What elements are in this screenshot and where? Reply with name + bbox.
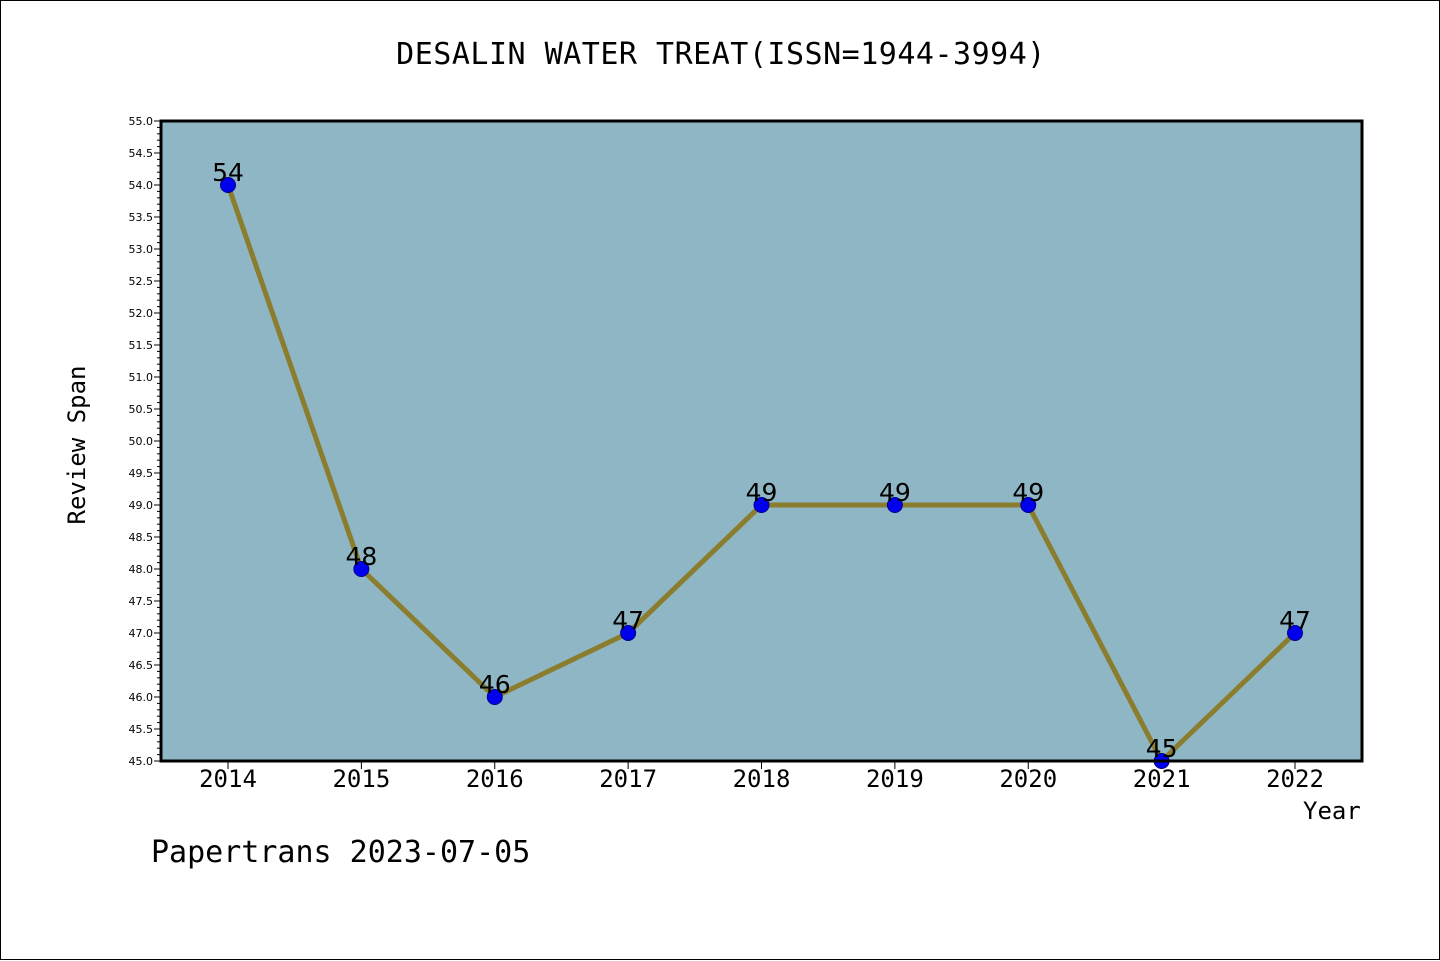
data-point [620,625,637,641]
data-point [220,177,236,193]
data-label: 49 [879,478,911,507]
y-tick-label: 48.0 [129,563,154,576]
data-point [753,497,770,513]
data-point [1287,625,1303,641]
data-point [353,561,370,577]
plot-area [161,121,1362,761]
x-tick-label: 2018 [733,765,791,793]
y-tick-label: 46.0 [129,691,154,704]
x-tick-label: 2020 [999,765,1057,793]
chart-title: DESALIN WATER TREAT(ISSN=1944-3994) [396,37,1046,72]
y-tick-label: 53.0 [129,243,154,256]
y-tick-label: 45.0 [129,755,154,768]
data-label: 47 [612,606,644,635]
data-point [1020,497,1037,513]
x-tick-label: 2022 [1266,765,1324,793]
data-label: 54 [212,158,244,187]
x-tick-label: 2015 [332,765,390,793]
x-tick-label: 2016 [466,765,524,793]
y-tick-label: 47.0 [129,627,154,640]
y-tick-label: 52.0 [129,307,154,320]
y-tick-label: 54.5 [129,147,154,160]
x-tick-label: 2021 [1133,765,1191,793]
y-tick-label: 51.0 [129,371,154,384]
data-label: 45 [1146,734,1178,763]
y-tick-label: 45.5 [129,723,154,736]
data-label: 49 [746,478,778,507]
y-tick-label: 50.0 [129,435,154,448]
data-point [486,689,503,705]
y-tick-label: 49.0 [129,499,154,512]
data-point [886,497,903,513]
y-tick-label: 53.5 [129,211,154,224]
footer-credit: Papertrans 2023-07-05 [151,835,531,870]
data-label: 49 [1012,478,1044,507]
x-tick-label: 2019 [866,765,924,793]
x-tick-label: 2014 [199,765,257,793]
plot-border [159,119,1364,763]
x-axis-label: Year [1303,797,1361,825]
data-label: 47 [1279,606,1311,635]
y-tick-label: 48.5 [129,531,154,544]
x-tick-label: 2017 [599,765,657,793]
y-tick-label: 46.5 [129,659,154,672]
y-tick-label: 52.5 [129,275,154,288]
y-tick-label: 49.5 [129,467,154,480]
y-tick-label: 50.5 [129,403,154,416]
data-label: 48 [345,542,377,571]
y-tick-label: 55.0 [129,115,154,128]
y-tick-label: 54.0 [129,179,154,192]
y-tick-label: 47.5 [129,595,154,608]
data-label: 46 [479,670,511,699]
y-tick-label: 51.5 [129,339,154,352]
